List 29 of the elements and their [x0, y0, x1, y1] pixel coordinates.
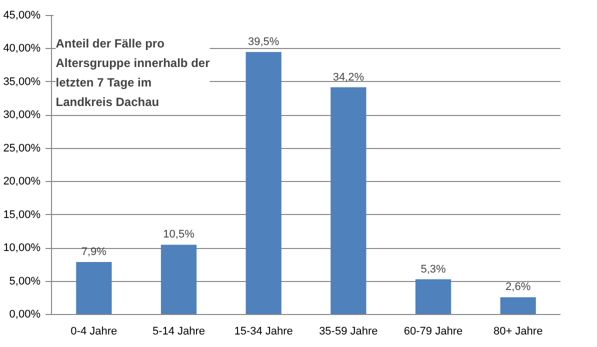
bar	[160, 244, 197, 314]
bar	[500, 297, 536, 314]
data-label: 10,5%	[163, 228, 195, 241]
y-tick-label: 25,00%	[3, 142, 41, 154]
bar	[330, 87, 366, 314]
bar	[76, 262, 112, 314]
data-label: 2,6%	[506, 281, 531, 294]
y-tick-label: 30,00%	[3, 109, 41, 122]
data-label: 39,5%	[248, 36, 280, 48]
y-tick-label: 45,00%	[3, 10, 41, 22]
x-tick-label: 60-79 Jahre	[404, 326, 463, 338]
x-tick-label: 5-14 Jahre	[152, 326, 206, 338]
y-tick-label: 20,00%	[3, 176, 41, 188]
x-tick-label: 35-59 Jahre	[319, 326, 378, 338]
data-label: 34,2%	[332, 71, 364, 84]
y-tick-label: 35,00%	[3, 76, 41, 88]
y-tick-label: 5,00%	[9, 275, 41, 288]
x-tick-label: 0-4 Jahre	[70, 326, 118, 338]
y-tick-label: 0,00%	[9, 308, 41, 320]
text: Anteil der Fälle pro Altersgruppe innerhalb der letzten 7 Tage im Landkreis Dachau	[56, 36, 210, 110]
y-tick-label: 15,00%	[3, 208, 41, 221]
y-tick-label: 40,00%	[3, 42, 41, 55]
data-label: 7,9%	[81, 246, 107, 258]
bar	[246, 52, 282, 314]
x-tick-label: 15-34 Jahre	[234, 326, 293, 338]
x-tick-label: 80+ Jahre	[493, 326, 543, 338]
bar	[415, 279, 452, 314]
data-label: 5,3%	[420, 263, 446, 276]
y-tick-label: 10,00%	[3, 242, 41, 254]
